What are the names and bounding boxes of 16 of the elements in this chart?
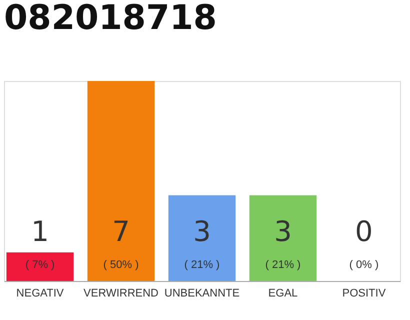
- x-tick-label: EGAL: [268, 288, 298, 300]
- data-label: 1: [31, 215, 49, 248]
- x-tick-label: POSITIV: [342, 288, 386, 300]
- annotation: ( 7% ): [25, 259, 55, 271]
- data-label: 3: [274, 215, 292, 248]
- data-label: 7: [112, 215, 130, 248]
- data-label: 3: [193, 215, 211, 248]
- annotation: ( 21% ): [184, 259, 220, 271]
- chart-title: 082018718: [4, 0, 217, 38]
- x-tick-label: VERWIRREND: [84, 288, 159, 300]
- x-tick-label: NEGATIV: [16, 288, 64, 300]
- annotation: ( 0% ): [349, 259, 379, 271]
- annotation: ( 21% ): [265, 259, 301, 271]
- x-tick-label: UNBEKANNTE: [164, 288, 240, 300]
- data-label: 0: [355, 215, 373, 248]
- annotation: ( 50% ): [103, 259, 139, 271]
